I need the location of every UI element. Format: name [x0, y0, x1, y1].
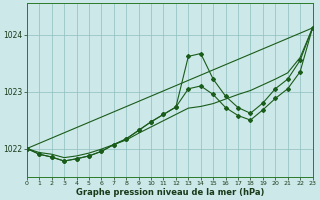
- X-axis label: Graphe pression niveau de la mer (hPa): Graphe pression niveau de la mer (hPa): [76, 188, 264, 197]
